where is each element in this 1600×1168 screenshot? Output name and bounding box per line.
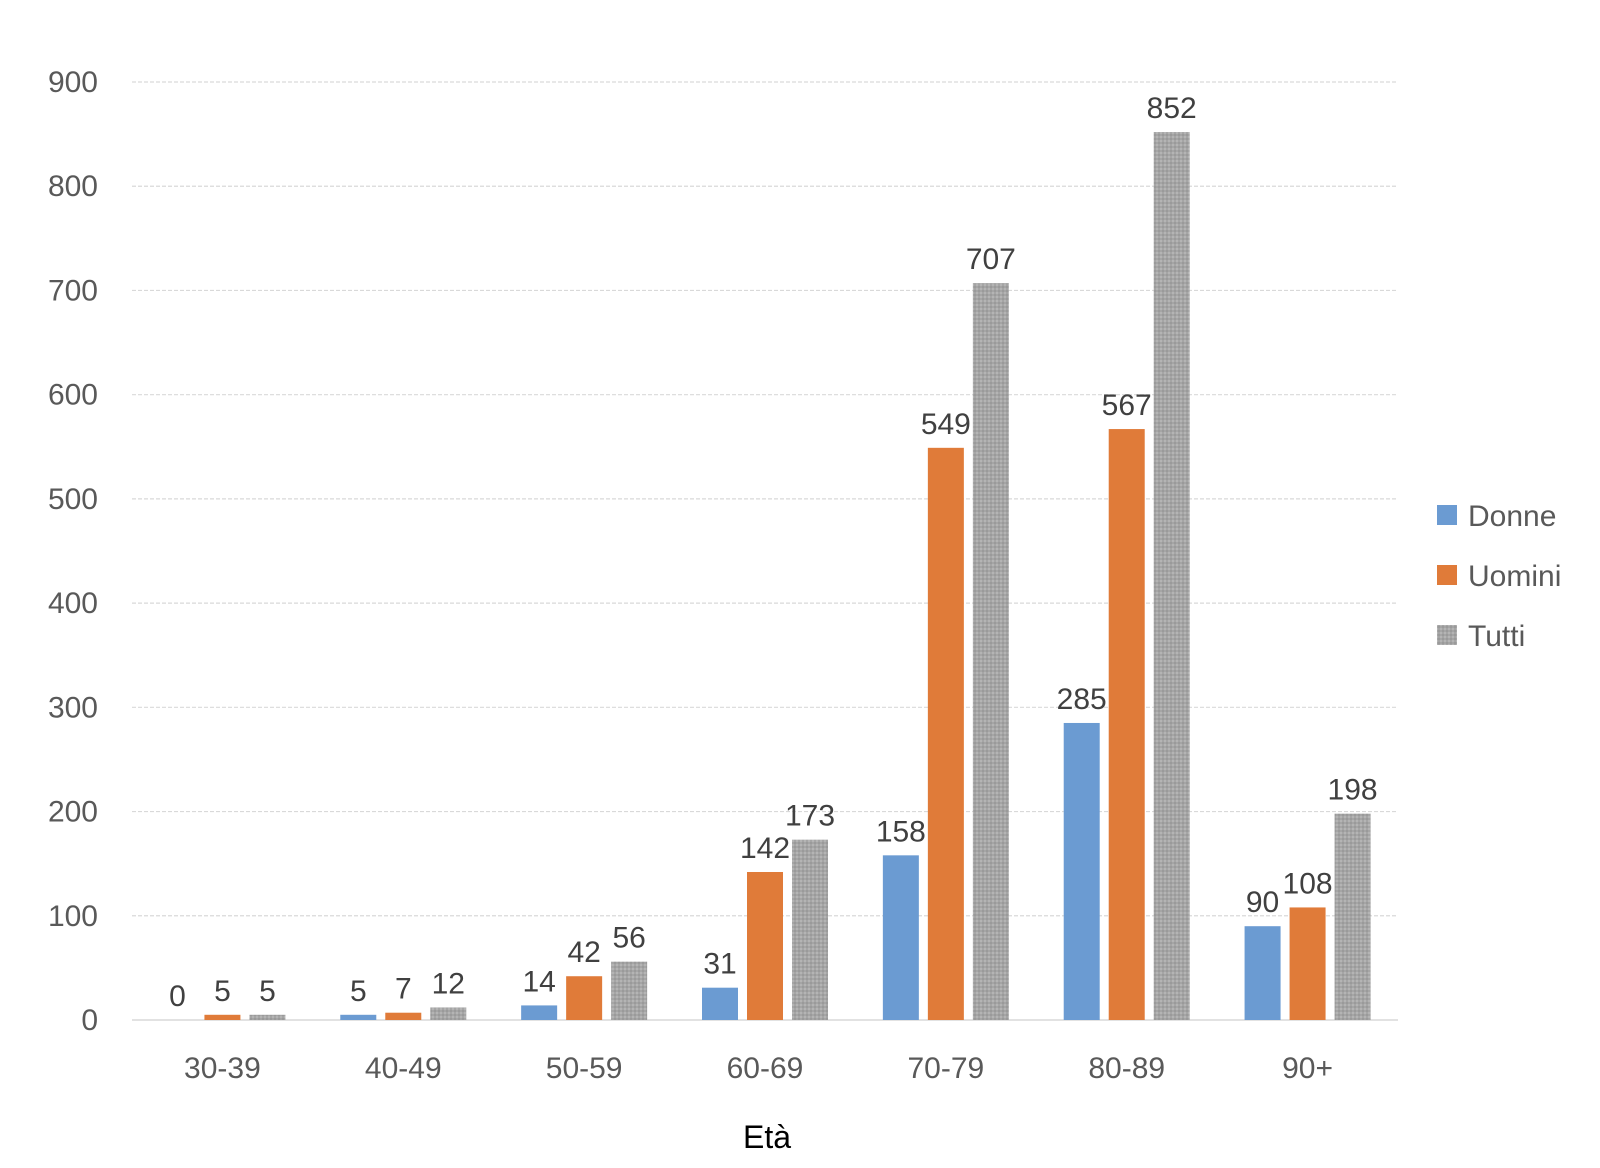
data-label-uomini: 142 bbox=[740, 832, 790, 865]
bar-uomini-50-59 bbox=[566, 976, 603, 1020]
bar-uomini-90+ bbox=[1289, 907, 1326, 1020]
y-tick-label: 300 bbox=[48, 691, 98, 724]
bar-tutti-40-49 bbox=[430, 1007, 467, 1020]
legend-swatch-donne bbox=[1437, 505, 1457, 525]
bar-donne-90+ bbox=[1244, 926, 1281, 1020]
data-label-donne: 5 bbox=[350, 975, 367, 1008]
data-label-tutti: 173 bbox=[785, 800, 835, 833]
legend-label-uomini: Uomini bbox=[1468, 560, 1561, 593]
y-axis-ticks: 0 100 200 300 400 500 600 700 800 900 bbox=[48, 66, 98, 1037]
bar-uomini-70-79 bbox=[927, 447, 964, 1020]
legend: Donne Uomini Tutti bbox=[1437, 500, 1561, 653]
data-label-uomini: 567 bbox=[1102, 389, 1152, 422]
bar-donne-70-79 bbox=[882, 855, 919, 1020]
gridlines bbox=[132, 81, 1398, 1021]
legend-label-tutti: Tutti bbox=[1468, 620, 1525, 653]
bar-donne-80-89 bbox=[1063, 722, 1100, 1020]
x-axis-title: Età bbox=[743, 1119, 791, 1155]
bar-tutti-60-69 bbox=[792, 839, 828, 1020]
y-tick-label: 800 bbox=[48, 170, 98, 203]
y-tick-label: 0 bbox=[81, 1004, 98, 1037]
data-label-tutti: 56 bbox=[612, 922, 645, 955]
y-tick-label: 900 bbox=[48, 66, 98, 99]
legend-swatch-uomini bbox=[1437, 565, 1457, 585]
data-label-donne: 14 bbox=[522, 965, 555, 998]
x-tick-label: 30-39 bbox=[184, 1052, 261, 1085]
bar-uomini-40-49 bbox=[385, 1012, 422, 1020]
data-label-uomini: 7 bbox=[395, 973, 412, 1006]
data-label-tutti: 198 bbox=[1328, 774, 1378, 807]
x-tick-label: 80-89 bbox=[1088, 1052, 1165, 1085]
x-tick-label: 90+ bbox=[1282, 1052, 1333, 1085]
bar-tutti-80-89 bbox=[1153, 132, 1190, 1020]
x-axis-ticks: 30-39 40-49 50-59 60-69 70-79 80-89 90+ bbox=[184, 1052, 1333, 1085]
y-tick-label: 200 bbox=[48, 796, 98, 829]
bar-donne-50-59 bbox=[521, 1005, 558, 1020]
x-tick-label: 60-69 bbox=[727, 1052, 804, 1085]
y-tick-label: 700 bbox=[48, 274, 98, 307]
legend-label-donne: Donne bbox=[1468, 500, 1556, 533]
bar-uomini-60-69 bbox=[747, 872, 783, 1020]
data-label-tutti: 12 bbox=[432, 967, 465, 1000]
bar-donne-40-49 bbox=[340, 1014, 377, 1020]
x-tick-label: 50-59 bbox=[546, 1052, 623, 1085]
bar-uomini-30-39 bbox=[204, 1014, 241, 1020]
legend-swatch-tutti bbox=[1437, 625, 1457, 645]
data-label-donne: 158 bbox=[876, 815, 926, 848]
data-label-uomini: 108 bbox=[1283, 867, 1333, 900]
y-tick-label: 400 bbox=[48, 587, 98, 620]
bar-tutti-30-39 bbox=[249, 1014, 286, 1020]
data-label-donne: 0 bbox=[169, 980, 186, 1013]
bar-uomini-80-89 bbox=[1108, 429, 1145, 1020]
data-label-tutti: 5 bbox=[259, 975, 276, 1008]
data-label-donne: 285 bbox=[1057, 683, 1107, 716]
data-label-donne: 90 bbox=[1246, 886, 1279, 919]
y-tick-label: 600 bbox=[48, 379, 98, 412]
bar-tutti-90+ bbox=[1334, 813, 1371, 1020]
bar-tutti-70-79 bbox=[972, 283, 1009, 1020]
x-tick-label: 40-49 bbox=[365, 1052, 442, 1085]
data-label-tutti: 707 bbox=[966, 243, 1016, 276]
bars bbox=[204, 132, 1371, 1020]
data-label-uomini: 42 bbox=[567, 936, 600, 969]
data-label-tutti: 852 bbox=[1147, 92, 1197, 125]
x-tick-label: 70-79 bbox=[907, 1052, 984, 1085]
data-label-donne: 31 bbox=[703, 948, 736, 981]
y-tick-label: 100 bbox=[48, 900, 98, 933]
bar-tutti-50-59 bbox=[611, 961, 648, 1020]
bar-donne-60-69 bbox=[702, 987, 738, 1020]
data-label-uomini: 549 bbox=[921, 408, 971, 441]
data-label-uomini: 5 bbox=[214, 975, 231, 1008]
y-tick-label: 500 bbox=[48, 483, 98, 516]
